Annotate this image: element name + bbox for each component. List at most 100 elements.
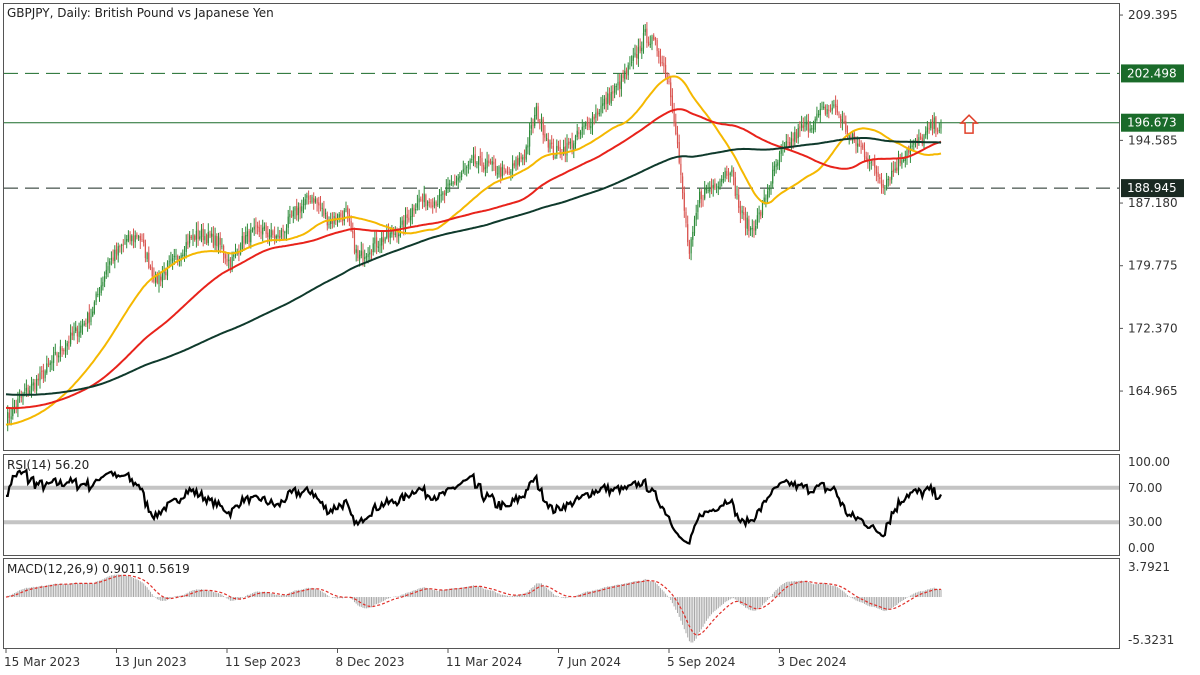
candle-body (231, 256, 233, 270)
candle-body (302, 203, 305, 206)
candle-body (445, 187, 447, 195)
candle-body (36, 379, 38, 391)
candle-body (270, 229, 272, 238)
candle-body (583, 125, 585, 128)
candle-body (92, 311, 94, 316)
candle-body (112, 257, 114, 262)
macd-label: MACD(12,26,9) 0.9011 0.5619 (7, 562, 190, 576)
candle-body (639, 45, 641, 52)
candle-body (472, 155, 475, 159)
candle-body (892, 169, 894, 173)
candle-body (319, 203, 322, 209)
candle-body (676, 132, 679, 144)
candle-body (510, 171, 512, 174)
candle-body (238, 252, 240, 255)
candle-body (285, 228, 288, 233)
candle-body (328, 224, 330, 226)
candle-body (20, 396, 22, 398)
candle-body (797, 127, 799, 139)
candle-body (891, 171, 893, 180)
x-tick-label: 13 Jun 2023 (115, 655, 187, 669)
price-panel-frame (3, 3, 1120, 451)
candle-body (658, 50, 660, 57)
candle-body (127, 234, 129, 241)
candle-body (913, 141, 915, 145)
candle-body (493, 161, 495, 165)
candle-body (268, 235, 271, 239)
candle-body (450, 183, 452, 185)
x-tick-label: 5 Sep 2024 (667, 655, 735, 669)
candle-body (452, 182, 454, 184)
candle-body (194, 235, 196, 241)
candle-body (539, 121, 541, 123)
candle-body (765, 198, 767, 200)
candle-body (806, 121, 808, 125)
candle-body (17, 398, 19, 409)
candle-body (573, 143, 575, 150)
candle-body (615, 86, 617, 88)
candle-body (155, 274, 157, 283)
candle-body (129, 235, 131, 241)
candle-body (787, 142, 789, 144)
candle-body (926, 127, 928, 133)
rsi-panel-frame (3, 454, 1120, 556)
price-level-label: 202.498 (1127, 66, 1177, 80)
candle-body (25, 387, 27, 392)
x-tick-label: 3 Dec 2024 (778, 655, 847, 669)
candle-body (144, 243, 146, 259)
candle-body (685, 211, 687, 224)
candle-body (81, 324, 84, 328)
candle-body (673, 110, 675, 123)
candle-body (432, 205, 434, 208)
candle-body (668, 81, 670, 83)
candle-body (870, 161, 872, 163)
candle-body (600, 105, 602, 113)
candle-body (631, 61, 633, 63)
candle-body (260, 231, 262, 234)
candle-body (109, 261, 111, 265)
candle-body (126, 239, 128, 242)
candle-body (733, 169, 735, 178)
x-tick-label: 11 Mar 2024 (446, 655, 522, 669)
candle-body (207, 231, 209, 243)
candle-body (389, 232, 391, 239)
candle-body (515, 159, 517, 167)
candle-body (170, 259, 172, 261)
candle-body (568, 141, 570, 145)
candle-body (433, 201, 435, 206)
candle-body (423, 193, 425, 203)
candle-body (246, 231, 248, 237)
candle-body (330, 220, 332, 225)
candle-body (495, 165, 497, 173)
candle-body (620, 75, 622, 90)
candle-body (799, 126, 801, 129)
candle-body (612, 91, 614, 94)
candle-body (503, 167, 505, 170)
candle-body (785, 141, 787, 148)
candle-body (552, 145, 554, 159)
ma-line-200 (5, 137, 942, 396)
candle-body (882, 184, 884, 189)
rsi-label: RSI(14) 56.20 (7, 458, 89, 472)
moving-averages (5, 75, 942, 426)
candle-body (831, 107, 833, 111)
candle-body (863, 148, 866, 157)
candle-body (87, 313, 89, 324)
candle-body (580, 131, 582, 135)
candle-body (659, 56, 662, 65)
candle-body (306, 195, 308, 198)
candle-body (117, 246, 119, 256)
candle-body (792, 138, 794, 142)
candle-body (802, 125, 804, 129)
candle-body (37, 378, 39, 381)
candle-body (71, 332, 73, 336)
candle-body (614, 86, 616, 93)
candle-body (175, 256, 177, 257)
candle-body (209, 233, 211, 237)
candle-body (98, 293, 101, 295)
candles (7, 22, 942, 432)
candle-body (379, 244, 381, 246)
candle-body (406, 214, 408, 218)
candle-body (840, 116, 842, 122)
candle-body (255, 225, 257, 227)
